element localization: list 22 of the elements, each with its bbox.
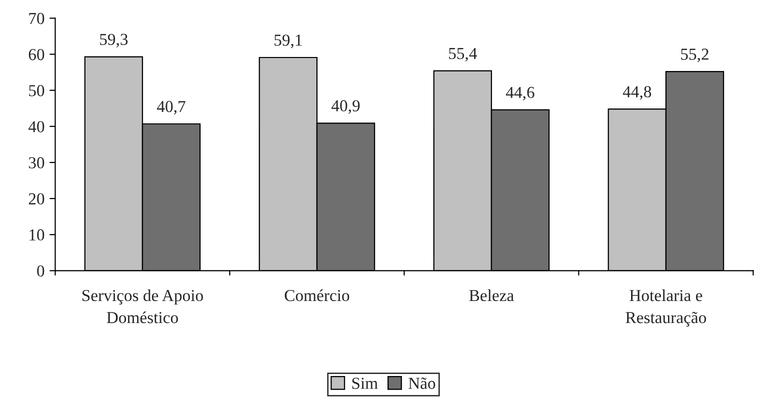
y-tick-label: 40 — [28, 121, 44, 132]
y-tick-label: 0 — [37, 265, 44, 277]
x-tick-label: Serviços de Apoio Doméstico — [82, 289, 203, 324]
y-tick-label: 50 — [29, 85, 44, 96]
data-label: 40,9 — [331, 100, 360, 114]
data-label: 55,4 — [449, 48, 477, 62]
y-tick-label: 10 — [30, 229, 44, 241]
data-label: 59,1 — [274, 34, 302, 48]
y-tick-label: 60 — [28, 48, 44, 60]
x-tick-label: Comércio — [284, 289, 350, 302]
legend-label: Não — [408, 378, 436, 389]
x-tick-label: Beleza — [469, 289, 514, 302]
data-label: 44,6 — [506, 86, 534, 100]
x-tick-label: Hotelaria e Restauração — [626, 289, 706, 327]
data-label: 59,3 — [100, 34, 128, 48]
data-label: 40,7 — [157, 100, 186, 115]
y-tick-label: 70 — [29, 12, 44, 24]
y-tick-label: 20 — [28, 193, 44, 204]
y-tick-label: 30 — [28, 157, 44, 168]
legend-label: Sim — [352, 378, 378, 389]
data-label: 55,2 — [681, 48, 708, 62]
data-label: 44,8 — [622, 86, 652, 100]
